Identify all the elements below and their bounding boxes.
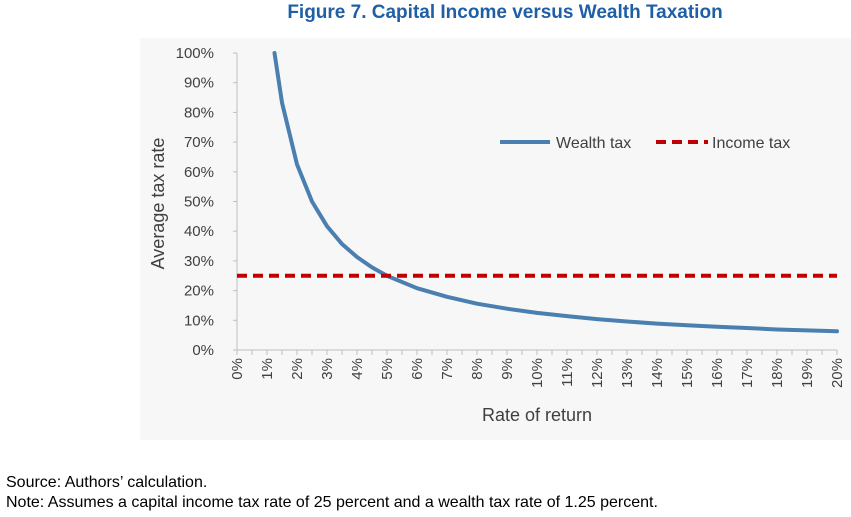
y-tick-label: 100%	[176, 45, 214, 62]
line-chart: 0% 10% 20% 30% 40% 50% 60% 70% 80% 90% 100% 0% 1% 2%…	[148, 45, 846, 425]
y-tick-label: 80%	[184, 104, 214, 121]
y-tick-label: 90%	[184, 75, 214, 92]
y-tick-label: 50%	[184, 194, 214, 211]
x-tick-label: 0%	[229, 358, 246, 380]
y-tick-label: 30%	[184, 253, 214, 270]
x-axis-label: Rate of return	[482, 405, 592, 425]
series-layer	[237, 51, 839, 334]
x-tick-label: 11%	[559, 358, 576, 387]
x-tick-label: 18%	[769, 358, 786, 388]
x-tick-label: 5%	[379, 358, 396, 380]
legend: Wealth tax Income tax	[500, 135, 790, 152]
x-tick-label: 17%	[739, 358, 756, 388]
x-tick-label: 2%	[289, 358, 306, 380]
y-tick-label: 70%	[184, 134, 214, 151]
x-tick-label: 7%	[439, 358, 456, 380]
wealth-tax-line	[272, 51, 839, 334]
x-tick-label: 20%	[829, 358, 846, 388]
x-tick-label: 3%	[319, 358, 336, 380]
x-axis-ticks: 0% 1% 2% 3% 4% 5% 6% 7% 8% 9% 10% 11% 12% 13% 14% 15% 16…	[229, 350, 846, 388]
y-tick-label: 20%	[184, 283, 214, 300]
x-tick-label: 1%	[259, 358, 276, 380]
x-tick-label: 4%	[349, 358, 366, 380]
y-tick-label: 40%	[184, 223, 214, 240]
x-tick-label: 14%	[649, 358, 666, 388]
x-tick-label: 12%	[589, 358, 606, 388]
y-axis-ticks: 0% 10% 20% 30% 40% 50% 60% 70% 80% 90% 100%	[176, 45, 237, 359]
y-tick-label: 10%	[184, 312, 214, 329]
y-tick-label: 0%	[192, 342, 214, 359]
source-note: Source: Authors’ calculation.	[6, 474, 208, 491]
x-tick-label: 19%	[799, 358, 816, 388]
legend-income-tax-label: Income tax	[712, 135, 790, 152]
x-tick-label: 6%	[409, 358, 426, 380]
x-tick-label: 13%	[619, 358, 636, 388]
y-tick-label: 60%	[184, 164, 214, 181]
x-tick-label: 16%	[709, 358, 726, 388]
legend-wealth-tax-label: Wealth tax	[556, 135, 631, 152]
chart-area: 0% 10% 20% 30% 40% 50% 60% 70% 80% 90% 100% 0% 1% 2%…	[140, 38, 851, 440]
y-axis-label: Average tax rate	[148, 138, 168, 270]
x-tick-label: 10%	[529, 358, 546, 388]
assumption-note: Note: Assumes a capital income tax rate …	[6, 494, 658, 511]
x-tick-label: 9%	[499, 358, 516, 380]
figure-title: Figure 7. Capital Income versus Wealth T…	[287, 2, 723, 23]
x-tick-label: 15%	[679, 358, 696, 388]
x-tick-label: 8%	[469, 358, 486, 380]
